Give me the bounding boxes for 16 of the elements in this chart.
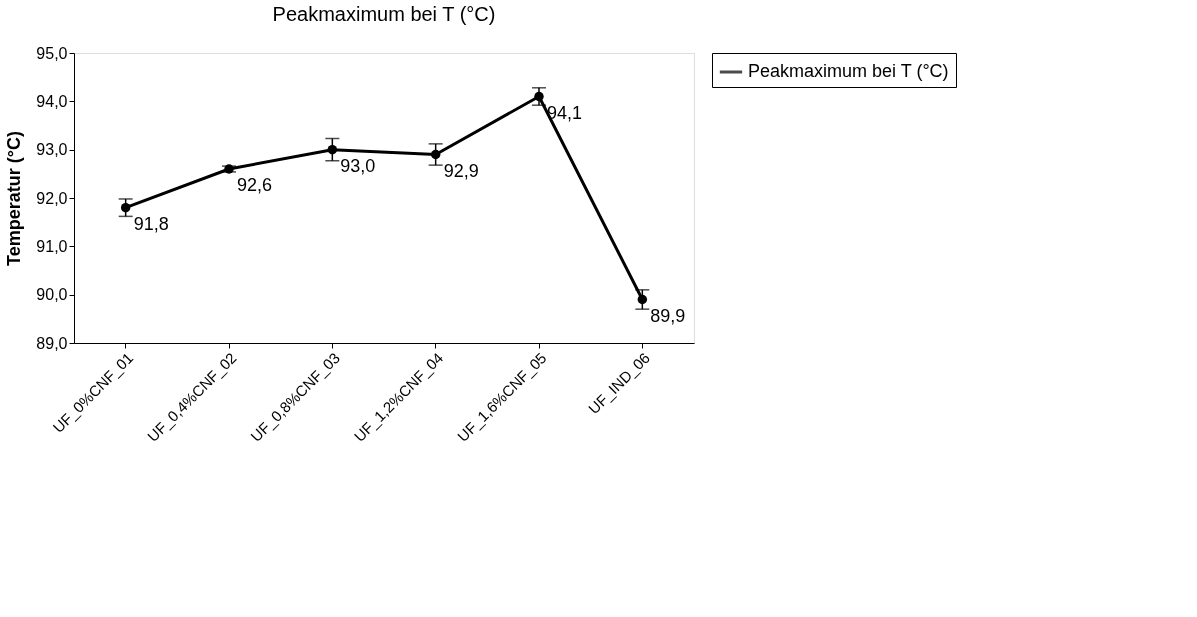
data-label: 92,9 <box>443 160 479 181</box>
legend-label: Peakmaximum bei T (°C) <box>748 61 949 81</box>
y-tick-label: 89,0 <box>36 334 68 352</box>
y-tick-label: 91,0 <box>36 237 68 255</box>
y-tick-label: 93,0 <box>36 141 68 159</box>
data-label: 91,8 <box>133 213 169 234</box>
chart-title: Peakmaximum bei T (°C) <box>272 3 496 25</box>
y-axis-title: Temperatur (°C) <box>4 131 25 266</box>
y-tick-label: 92,0 <box>36 189 68 207</box>
y-tick-label: 90,0 <box>36 286 68 304</box>
data-label: 89,9 <box>650 305 686 326</box>
data-label: 93,0 <box>340 155 376 176</box>
data-label: 92,6 <box>237 175 273 195</box>
y-tick-label: 95,0 <box>36 44 68 62</box>
data-label: 94,1 <box>547 102 583 123</box>
y-tick-label: 94,0 <box>36 92 68 110</box>
